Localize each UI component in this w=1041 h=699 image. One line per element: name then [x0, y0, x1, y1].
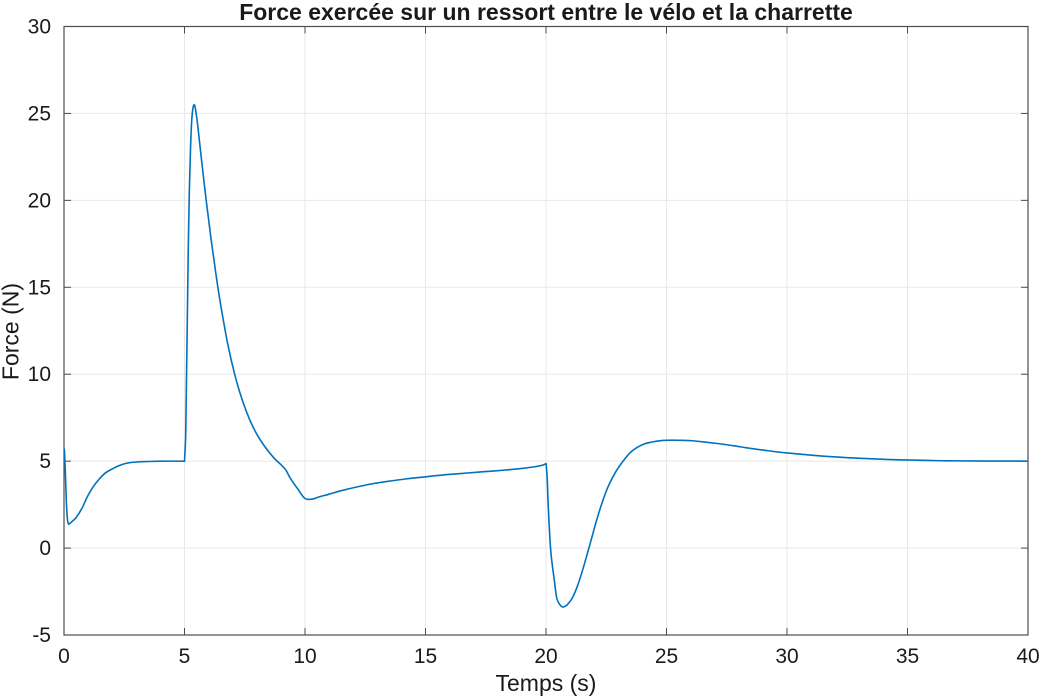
svg-text:25: 25 [655, 645, 678, 668]
svg-text:0: 0 [58, 645, 70, 668]
svg-text:15: 15 [28, 276, 51, 299]
svg-text:5: 5 [39, 450, 51, 473]
svg-text:10: 10 [293, 645, 316, 668]
svg-text:30: 30 [28, 16, 51, 39]
svg-text:30: 30 [775, 645, 798, 668]
svg-text:15: 15 [414, 645, 437, 668]
svg-text:5: 5 [179, 645, 191, 668]
svg-text:35: 35 [896, 645, 919, 668]
svg-text:20: 20 [28, 189, 51, 212]
svg-text:25: 25 [28, 102, 51, 125]
svg-text:0: 0 [39, 537, 51, 560]
svg-text:40: 40 [1016, 645, 1039, 668]
svg-text:-5: -5 [32, 624, 51, 647]
svg-text:10: 10 [28, 363, 51, 386]
svg-text:20: 20 [534, 645, 557, 668]
